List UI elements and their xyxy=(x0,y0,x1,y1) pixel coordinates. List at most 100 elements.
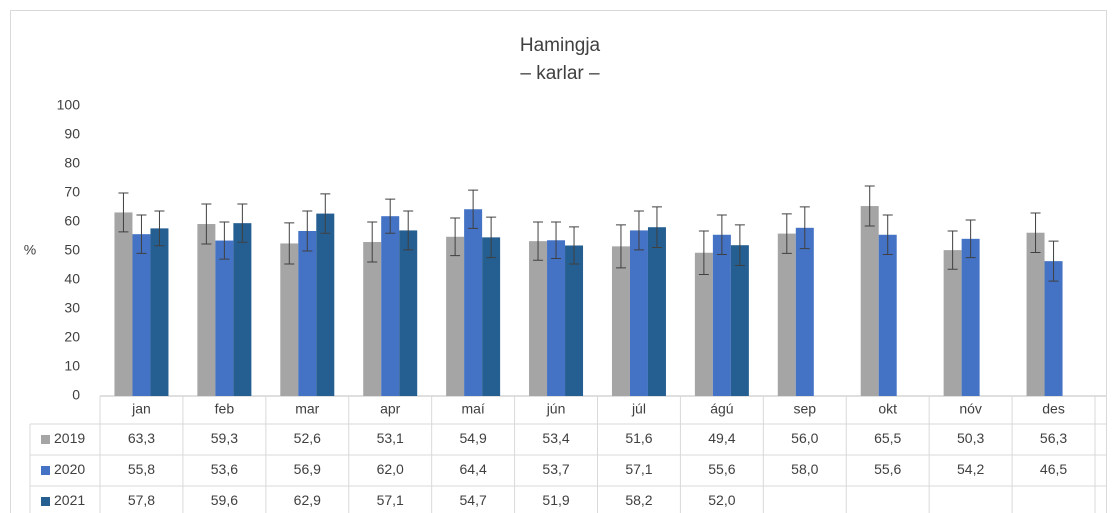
bar xyxy=(961,238,980,396)
bar xyxy=(547,240,566,396)
bar xyxy=(114,212,133,396)
error-bar xyxy=(569,226,580,265)
bar xyxy=(712,234,731,396)
x-tick-label: okt xyxy=(878,401,897,417)
bar xyxy=(647,227,666,396)
bar xyxy=(694,252,713,396)
y-tick-label: 80 xyxy=(64,155,80,171)
x-tick-label: jún xyxy=(546,401,566,417)
error-bar xyxy=(468,189,479,229)
bar xyxy=(215,240,234,396)
x-tick-label: des xyxy=(1042,401,1065,417)
error-bar xyxy=(284,222,295,265)
table-cell: 50,3 xyxy=(957,430,984,446)
y-tick-label: 0 xyxy=(72,387,80,403)
table-cell: 57,8 xyxy=(128,492,155,508)
bar xyxy=(611,246,630,396)
table-cell: 52,6 xyxy=(294,430,321,446)
table-cell: 57,1 xyxy=(625,461,652,477)
error-bar xyxy=(633,210,644,251)
y-tick-label: 100 xyxy=(57,97,81,113)
error-bar xyxy=(864,185,875,227)
table-cell: 46,5 xyxy=(1040,461,1067,477)
table-cell: 49,4 xyxy=(708,430,735,446)
table-cell: 59,3 xyxy=(211,430,238,446)
error-bar xyxy=(551,221,562,260)
bar xyxy=(280,243,299,396)
y-axis-label: % xyxy=(24,242,36,258)
table-cell: 59,6 xyxy=(211,492,238,508)
error-bar xyxy=(403,210,414,251)
bar xyxy=(943,250,962,396)
bar xyxy=(730,245,749,396)
legend-label: 2020 xyxy=(54,461,85,477)
bar xyxy=(777,233,796,396)
table-cell: 55,8 xyxy=(128,461,155,477)
bar xyxy=(482,237,501,396)
y-tick-label: 70 xyxy=(64,184,80,200)
bar xyxy=(860,206,879,396)
error-bar xyxy=(237,203,248,243)
y-tick-label: 50 xyxy=(64,242,80,258)
table-cell: 56,0 xyxy=(791,430,818,446)
table-cell: 53,6 xyxy=(211,461,238,477)
bar xyxy=(1044,261,1063,396)
legend-swatch xyxy=(41,466,50,475)
error-bar xyxy=(154,210,165,247)
table-cell: 57,1 xyxy=(377,492,404,508)
bar xyxy=(399,230,418,396)
bar xyxy=(464,209,483,396)
x-tick-label: sep xyxy=(794,401,817,417)
legend-swatch xyxy=(41,435,50,444)
table-cell: 53,7 xyxy=(542,461,569,477)
y-tick-label: 10 xyxy=(64,358,80,374)
bar xyxy=(565,245,584,396)
table-cell: 58,2 xyxy=(625,492,652,508)
error-bar xyxy=(615,224,626,269)
table-cell: 62,0 xyxy=(377,461,404,477)
x-tick-label: ágú xyxy=(710,401,733,417)
bar xyxy=(446,236,465,396)
table-cell: 52,0 xyxy=(708,492,735,508)
chart-title: Hamingja xyxy=(520,35,601,56)
error-bar xyxy=(533,221,544,261)
bar xyxy=(795,227,814,396)
error-bar xyxy=(201,203,212,245)
bar xyxy=(1026,232,1045,396)
table-cell: 64,4 xyxy=(460,461,487,477)
error-bar xyxy=(799,206,810,250)
table-cell: 55,6 xyxy=(708,461,735,477)
error-bar xyxy=(1048,240,1059,282)
x-tick-label: júl xyxy=(631,401,646,417)
error-bar xyxy=(486,216,497,259)
error-bar xyxy=(882,214,893,255)
error-bar xyxy=(734,224,745,266)
error-bar xyxy=(965,219,976,259)
table-cell: 63,3 xyxy=(128,430,155,446)
legend-swatch xyxy=(41,497,50,506)
bar xyxy=(529,241,548,396)
error-bar xyxy=(698,230,709,275)
error-bar xyxy=(136,214,147,254)
table-cell: 51,9 xyxy=(542,492,569,508)
error-bar xyxy=(385,198,396,234)
y-tick-label: 60 xyxy=(64,213,80,229)
x-tick-label: mar xyxy=(295,401,319,417)
error-bar xyxy=(320,193,331,234)
bar xyxy=(363,242,382,396)
x-tick-label: feb xyxy=(215,401,235,417)
x-tick-label: jan xyxy=(131,401,151,417)
y-tick-label: 20 xyxy=(64,329,80,345)
table-cell: 55,6 xyxy=(874,461,901,477)
chart-subtitle: – karlar – xyxy=(520,63,600,84)
error-bar xyxy=(450,217,461,257)
table-cell: 53,1 xyxy=(377,430,404,446)
table-cell: 56,9 xyxy=(294,461,321,477)
y-tick-label: 90 xyxy=(64,126,80,142)
legend-label: 2019 xyxy=(54,430,85,446)
error-bar xyxy=(118,192,129,233)
error-bar xyxy=(651,206,662,249)
error-bar xyxy=(781,213,792,254)
x-tick-label: nóv xyxy=(959,401,982,417)
